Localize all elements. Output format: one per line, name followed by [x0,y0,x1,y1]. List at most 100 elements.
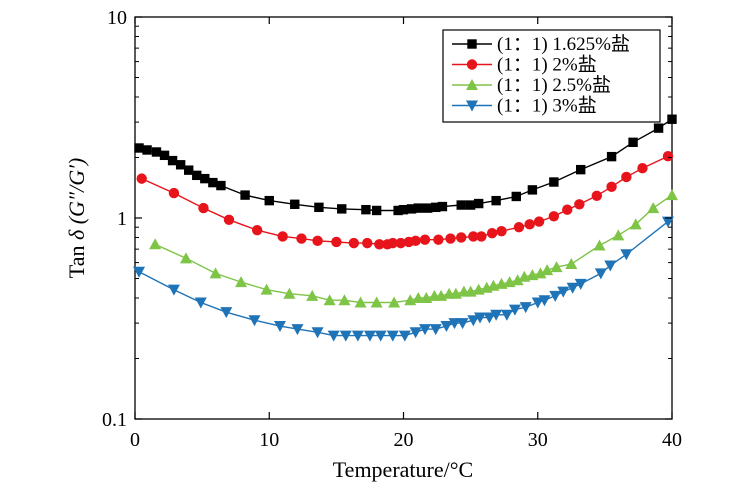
data-point-s3 [541,264,554,276]
data-point-s1 [491,195,501,206]
data-point-s2 [637,162,648,174]
data-point-s4 [557,286,570,298]
data-point-s3 [612,229,625,241]
data-point-s1 [549,177,559,187]
x-tick-label: 10 [259,429,279,451]
legend-label-4: (1：1) 3%盐 [497,95,597,117]
data-point-s2 [410,235,421,247]
data-point-s3 [260,283,273,295]
data-point-s3 [511,274,524,286]
data-point-s2 [513,221,525,233]
data-point-s2 [136,173,147,184]
legend-marker-4 [466,100,478,112]
data-point-s2 [548,211,560,222]
data-point-s4 [448,318,461,330]
data-point-s1 [167,155,178,166]
data-point-s4 [398,330,411,342]
data-point-s4 [339,330,352,342]
data-point-s4 [311,327,324,339]
data-point-s3 [550,261,563,273]
legend-label-3: (1：1) 2.5%盐 [497,74,611,96]
data-point-s3 [666,189,678,201]
data-point-s2 [374,239,385,250]
data-point-s2 [198,202,209,214]
data-point-s2 [533,216,545,227]
data-point-s2 [387,237,398,249]
x-axis-title: Temperature/°C [333,457,473,482]
data-point-s4 [374,330,387,342]
data-point-s4 [456,318,469,330]
data-point-s1 [511,191,521,202]
data-point-s1 [159,150,170,161]
data-point-s1 [456,200,466,210]
legend-marker-2 [466,59,478,70]
data-point-s1 [606,151,617,162]
data-point-s3 [338,294,351,306]
data-point-s3 [412,291,425,303]
data-point-s1 [208,177,218,188]
data-point-s4 [519,302,532,314]
legend-marker-1 [467,39,477,49]
data-point-s1 [422,203,433,213]
data-point-s4 [531,297,544,309]
y-axis-title-prefix: Tan [64,240,89,278]
data-point-s4 [273,321,286,333]
data-point-s1 [142,145,152,155]
data-point-s3 [323,294,336,306]
data-point-s1 [527,185,538,195]
data-point-s1 [184,165,194,175]
data-point-s3 [370,296,383,308]
x-tick-label: 0 [130,429,140,451]
data-point-s2 [574,199,585,210]
data-point-s1 [413,203,423,213]
data-point-s4 [574,278,587,290]
data-point-s1 [192,170,202,181]
data-point-s4 [167,284,180,296]
data-point-s4 [549,290,562,302]
x-tick-label: 40 [662,429,682,451]
data-point-s4 [291,324,304,336]
data-point-s2 [362,237,373,249]
data-point-s4 [351,330,364,342]
data-point-s4 [220,307,233,319]
data-point-s1 [431,202,441,213]
y-axis-title-symbol: δ [64,229,89,240]
data-markers [133,114,678,342]
series-line-2 [141,155,669,246]
data-point-s4 [409,327,422,339]
data-point-s3 [388,296,401,308]
data-point-s4 [594,268,607,280]
data-point-s2 [456,232,467,243]
data-point-s3 [209,267,222,279]
y-axis-title: Tan δ (G″/G′) [64,158,89,278]
data-point-s1 [473,198,484,209]
data-point-s4 [327,330,340,342]
data-point-s2 [331,236,342,248]
legend: (1：1) 1.625%盐(1：1) 2%盐(1：1) 2.5%盐(1：1) 3… [442,29,661,123]
data-point-s4 [418,324,431,336]
data-point-s3 [565,258,578,270]
data-point-s1 [361,204,371,215]
data-point-s2 [348,237,360,249]
data-point-s4 [429,324,442,336]
data-point-s3 [354,296,367,308]
x-tick-label: 20 [394,429,414,451]
data-point-s2 [433,234,444,245]
data-point-s2 [312,235,323,247]
data-point-s2 [486,228,498,239]
data-point-s2 [662,150,674,162]
data-point-s2 [562,204,573,215]
data-point-s3 [629,218,642,230]
x-axis-ticks: 0 10 20 30 40 [130,17,682,451]
y-axis-ticks: 0.1 1 10 [102,7,672,431]
legend-label-1: (1：1) 1.625%盐 [497,33,630,55]
data-point-s1 [264,195,274,206]
x-tick-label: 30 [528,429,548,451]
data-point-s4 [500,309,513,321]
data-point-s3 [647,202,660,214]
data-point-s4 [538,295,551,307]
data-point-s4 [483,312,496,324]
data-point-s3 [593,239,606,251]
data-point-s1 [406,204,417,214]
data-point-s1 [314,202,324,213]
